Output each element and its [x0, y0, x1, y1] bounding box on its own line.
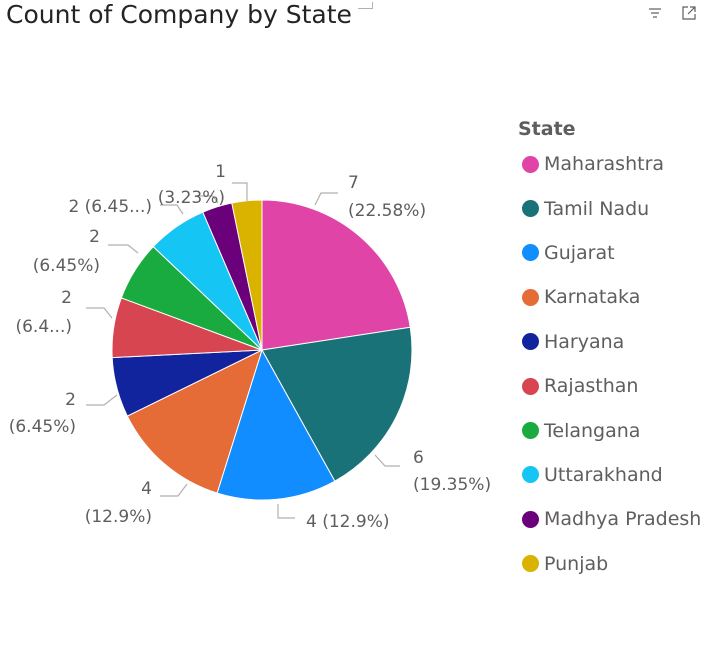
data-label-punjab: 1 [215, 162, 226, 182]
legend-marker-haryana [522, 333, 539, 351]
data-label-percent-madhya-pradesh: (3.23%) [158, 188, 225, 208]
data-label-percent-maharashtra: (22.58%) [348, 201, 426, 221]
legend-item-gujarat[interactable]: Gujarat [518, 231, 701, 275]
legend-marker-tamil-nadu [522, 200, 539, 218]
legend-marker-rajasthan [522, 377, 539, 395]
legend-label-gujarat: Gujarat [544, 241, 615, 264]
legend: State Maharashtra Tamil Nadu Gujarat Karnat… [518, 118, 701, 586]
legend-item-telangana[interactable]: Telangana [518, 408, 701, 452]
data-label-percent-karnataka: (12.9%) [85, 507, 152, 527]
legend-title: State [518, 118, 576, 140]
chart-title: Count of Company by State [6, 0, 352, 29]
legend-label-rajasthan: Rajasthan [544, 375, 639, 398]
data-label-percent-haryana: (6.45%) [9, 417, 76, 437]
data-label-karnataka: 4 [141, 479, 152, 499]
leader-line-haryana [86, 394, 118, 406]
legend-item-karnataka[interactable]: Karnataka [518, 275, 701, 319]
legend-label-punjab: Punjab [544, 552, 609, 575]
filter-icon[interactable] [646, 4, 664, 22]
pie-slice-karnataka[interactable] [126, 349, 263, 494]
leader-line-rajasthan [86, 307, 113, 319]
legend-item-madhya-pradesh[interactable]: Madhya Pradesh [518, 497, 701, 541]
data-label-telangana: 2 [89, 227, 100, 247]
legend-item-haryana[interactable]: Haryana [518, 320, 701, 364]
data-label-maharashtra: 7 [348, 173, 359, 193]
title-corner-mark [358, 2, 373, 9]
legend-label-maharashtra: Maharashtra [544, 153, 665, 176]
legend-marker-maharashtra [522, 155, 539, 173]
pie-slice-tamil-nadu[interactable] [261, 326, 413, 482]
leader-line-uttarakhand [160, 204, 184, 215]
legend-marker-madhya-pradesh [522, 510, 539, 528]
data-label-gujarat: 4 (12.9%) [306, 512, 390, 532]
leader-line-telangana [108, 244, 139, 254]
focus-mode-icon[interactable] [680, 4, 698, 22]
legend-item-punjab[interactable]: Punjab [518, 542, 701, 586]
data-label-percent-telangana: (6.45%) [33, 256, 100, 276]
data-label-percent-tamil-nadu: (19.35%) [413, 475, 491, 495]
data-label-rajasthan: 2 [61, 288, 72, 308]
data-label-haryana: 2 [65, 390, 76, 410]
legend-item-uttarakhand[interactable]: Uttarakhand [518, 453, 701, 497]
leader-line-karnataka [160, 483, 188, 497]
legend-label-madhya-pradesh: Madhya Pradesh [544, 508, 702, 531]
pie-slice-maharashtra[interactable] [261, 199, 411, 351]
legend-marker-gujarat [522, 244, 539, 262]
data-label-uttarakhand: 2 (6.45...) [68, 197, 152, 217]
legend-label-tamil-nadu: Tamil Nadu [544, 197, 650, 220]
leader-line-tamil-nadu [374, 454, 400, 467]
legend-label-telangana: Telangana [544, 419, 641, 442]
legend-item-maharashtra[interactable]: Maharashtra [518, 142, 701, 186]
leader-line-gujarat [277, 504, 295, 519]
legend-label-haryana: Haryana [544, 330, 625, 353]
legend-marker-karnataka [522, 288, 539, 306]
data-label-tamil-nadu: 6 [413, 448, 424, 468]
legend-item-rajasthan[interactable]: Rajasthan [518, 364, 701, 408]
pie-chart: 7 (22.58%) 6 (19.35%) 4 (12.9%) 4 (12.9%) 2 (6.4… [9, 162, 491, 532]
legend-label-uttarakhand: Uttarakhand [544, 463, 663, 486]
pie-slice-gujarat[interactable] [216, 348, 336, 501]
legend-marker-uttarakhand [522, 466, 539, 484]
legend-label-karnataka: Karnataka [544, 286, 641, 309]
data-label-percent-rajasthan: (6.4...) [15, 317, 72, 337]
leader-line-maharashtra [314, 192, 338, 206]
legend-marker-punjab [522, 555, 539, 573]
legend-item-tamil-nadu[interactable]: Tamil Nadu [518, 186, 701, 230]
legend-marker-telangana [522, 422, 539, 440]
leader-line-punjab [232, 182, 248, 201]
leader-line-madhya-pradesh [196, 195, 219, 204]
